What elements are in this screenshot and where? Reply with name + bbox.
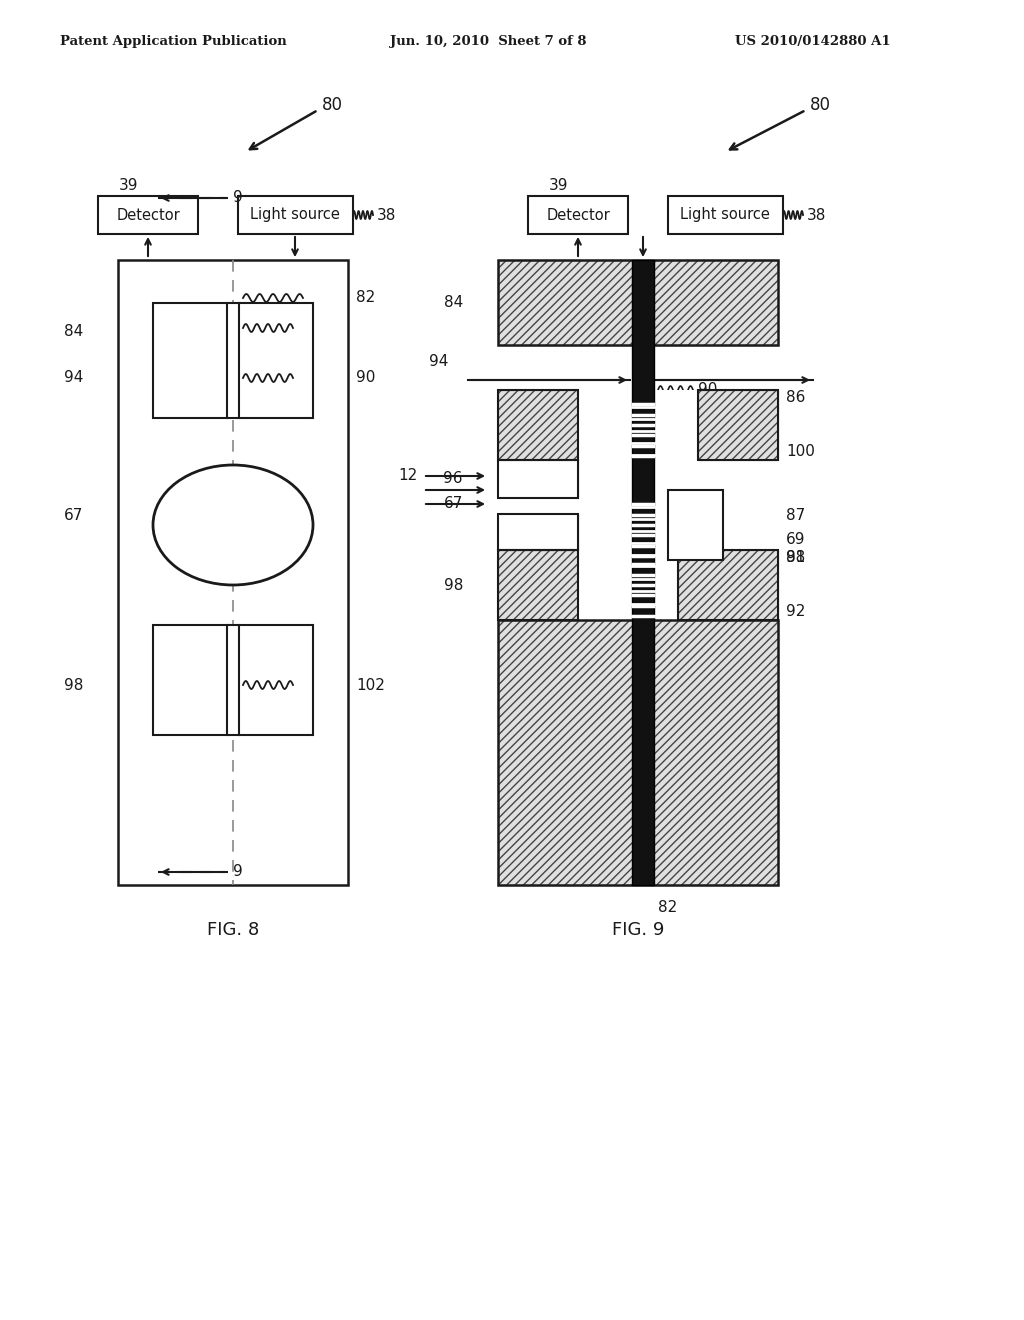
Text: 94: 94: [429, 355, 449, 370]
Text: 39: 39: [549, 177, 568, 193]
Text: US 2010/0142880 A1: US 2010/0142880 A1: [735, 36, 891, 49]
Text: 86: 86: [786, 391, 805, 405]
Text: 102: 102: [503, 632, 531, 648]
Text: 69: 69: [786, 532, 806, 548]
Text: FIG. 8: FIG. 8: [207, 921, 259, 939]
Bar: [678, 550, 778, 620]
Text: 39: 39: [119, 177, 138, 193]
Text: 12: 12: [398, 467, 417, 483]
Bar: [528, 195, 628, 234]
Text: Patent Application Publication: Patent Application Publication: [60, 36, 287, 49]
Bar: [498, 389, 578, 459]
Bar: [578, 389, 698, 459]
Bar: [498, 459, 578, 498]
Text: 96: 96: [443, 471, 463, 486]
Bar: [498, 620, 778, 884]
Text: 92: 92: [786, 605, 805, 619]
Text: 84: 84: [63, 325, 83, 339]
Text: 88: 88: [786, 550, 805, 565]
Bar: [698, 389, 778, 459]
Bar: [238, 195, 352, 234]
Bar: [668, 195, 782, 234]
Text: 67: 67: [63, 507, 83, 523]
Ellipse shape: [153, 465, 313, 585]
Bar: [668, 490, 723, 560]
Bar: [498, 550, 578, 620]
Bar: [498, 260, 778, 345]
Text: Light source: Light source: [680, 207, 770, 223]
Bar: [98, 195, 198, 234]
Text: 87: 87: [786, 507, 805, 523]
Bar: [498, 513, 578, 550]
Bar: [678, 550, 778, 620]
Text: 82: 82: [356, 290, 375, 305]
Text: Light source: Light source: [250, 207, 340, 223]
Text: 98: 98: [63, 677, 83, 693]
Text: 90: 90: [698, 383, 718, 397]
Bar: [498, 620, 778, 884]
Bar: [153, 302, 313, 417]
Bar: [632, 260, 654, 884]
Text: 9: 9: [233, 190, 243, 206]
Bar: [118, 260, 348, 884]
Bar: [498, 513, 578, 550]
Text: Jun. 10, 2010  Sheet 7 of 8: Jun. 10, 2010 Sheet 7 of 8: [390, 36, 587, 49]
Bar: [498, 260, 632, 345]
Text: 98: 98: [443, 578, 463, 593]
Text: 80: 80: [322, 96, 343, 114]
Bar: [698, 389, 778, 459]
Bar: [498, 459, 578, 498]
Text: 9: 9: [233, 865, 243, 879]
Bar: [498, 459, 578, 550]
Text: 94: 94: [63, 371, 83, 385]
Text: 90: 90: [356, 371, 376, 385]
Text: 82: 82: [658, 899, 677, 915]
Bar: [498, 550, 578, 620]
Text: 100: 100: [786, 445, 815, 459]
Bar: [153, 624, 313, 735]
Text: 102: 102: [356, 677, 385, 693]
Bar: [578, 550, 678, 620]
Text: 80: 80: [810, 96, 831, 114]
Text: 91: 91: [786, 549, 805, 565]
Bar: [654, 260, 778, 345]
Text: 67: 67: [443, 496, 463, 511]
Text: Detector: Detector: [116, 207, 180, 223]
Text: Detector: Detector: [546, 207, 610, 223]
Text: 84: 84: [443, 294, 463, 310]
Text: FIG. 9: FIG. 9: [611, 921, 665, 939]
Bar: [498, 389, 578, 459]
Text: 38: 38: [377, 207, 396, 223]
Text: 38: 38: [807, 207, 826, 223]
